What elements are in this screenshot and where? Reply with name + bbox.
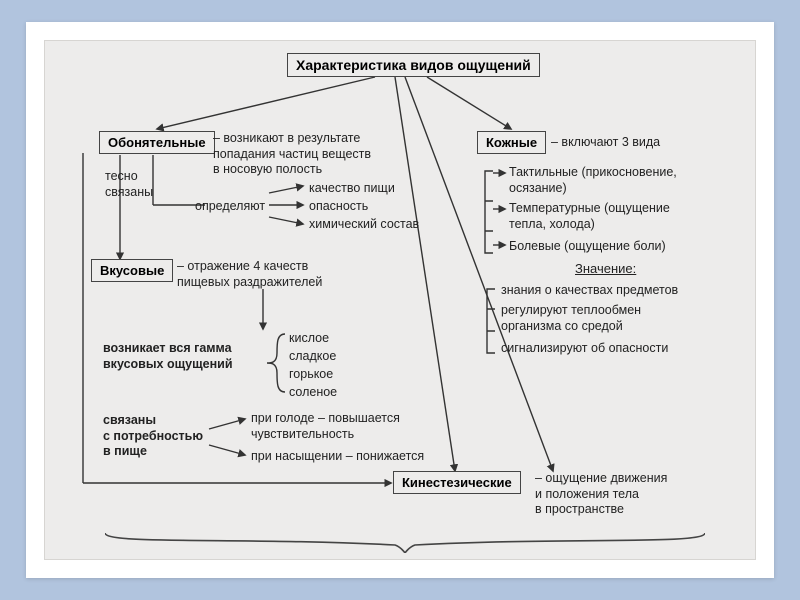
det-chem: химический состав — [309, 217, 419, 233]
olfactory-d2: попадания частиц веществ — [213, 147, 371, 161]
title-box: Характеристика видов ощущений — [287, 53, 540, 77]
olfactory-d1: – возникают в результате — [213, 131, 360, 145]
need: связаны с потребностью в пище — [103, 413, 203, 460]
det-danger: опасность — [309, 199, 368, 215]
taste-bitter: горькое — [289, 367, 333, 383]
skin-pain: Болевые (ощущение боли) — [509, 239, 666, 255]
g-d1: – отражение 4 качеств — [177, 259, 308, 273]
k1: – ощущение движения — [535, 471, 667, 485]
kines-desc: – ощущение движения и положения тела в п… — [535, 471, 667, 518]
g-d2: пищевых раздражителей — [177, 275, 322, 289]
tl1: тесно — [105, 169, 138, 183]
determine-label: определяют — [195, 199, 265, 215]
skin-temp: Температурные (ощущение тепла, холода) — [509, 201, 670, 232]
taste-sour: кислое — [289, 331, 329, 347]
temp2: тепла, холода) — [509, 217, 595, 231]
bottom-brace-icon — [105, 531, 705, 553]
gustatory-desc: – отражение 4 качеств пищевых раздражите… — [177, 259, 322, 290]
tightly-linked: тесно связаны — [105, 169, 153, 200]
box-skin: Кожные — [477, 131, 546, 154]
tl2: связаны — [105, 185, 153, 199]
m-reg1: регулируют теплообмен — [501, 303, 641, 317]
need2: с потребностью — [103, 429, 203, 443]
m-reg: регулируют теплообмен организма со средо… — [501, 303, 641, 334]
need3: в пище — [103, 444, 147, 458]
skin-tactile: Тактильные (прикосновение, осязание) — [509, 165, 677, 196]
box-olfactory: Обонятельные — [99, 131, 215, 154]
m-knowledge: знания о качествах предметов — [501, 283, 678, 299]
satiety: при насыщении – понижается — [251, 449, 424, 465]
meaning-head: Значение: — [575, 261, 636, 276]
tac2: осязание) — [509, 181, 567, 195]
skin-desc: – включают 3 вида — [551, 135, 660, 151]
olfactory-d3: в носовую полость — [213, 162, 322, 176]
gamma: возникает вся гамма вкусовых ощущений — [103, 341, 233, 372]
m-signal: сигнализируют об опасности — [501, 341, 668, 357]
tac1: Тактильные (прикосновение, — [509, 165, 677, 179]
box-kinesthetic: Кинестезические — [393, 471, 521, 494]
slide-frame: Характеристика видов ощущений Обонятельн… — [26, 22, 774, 578]
gamma1: возникает вся гамма — [103, 341, 232, 355]
k3: в пространстве — [535, 502, 624, 516]
det-food: качество пищи — [309, 181, 395, 197]
need1: связаны — [103, 413, 156, 427]
diagram-sheet: Характеристика видов ощущений Обонятельн… — [44, 40, 756, 560]
hunger: при голоде – повышается чувствительность — [251, 411, 400, 442]
olfactory-desc: – возникают в результате попадания части… — [213, 131, 371, 178]
box-gustatory: Вкусовые — [91, 259, 173, 282]
gamma2: вкусовых ощущений — [103, 357, 233, 371]
temp1: Температурные (ощущение — [509, 201, 670, 215]
h1: при голоде – повышается — [251, 411, 400, 425]
taste-salty: соленое — [289, 385, 337, 401]
m-reg2: организма со средой — [501, 319, 623, 333]
k2: и положения тела — [535, 487, 639, 501]
taste-sweet: сладкое — [289, 349, 336, 365]
h2: чувствительность — [251, 427, 354, 441]
